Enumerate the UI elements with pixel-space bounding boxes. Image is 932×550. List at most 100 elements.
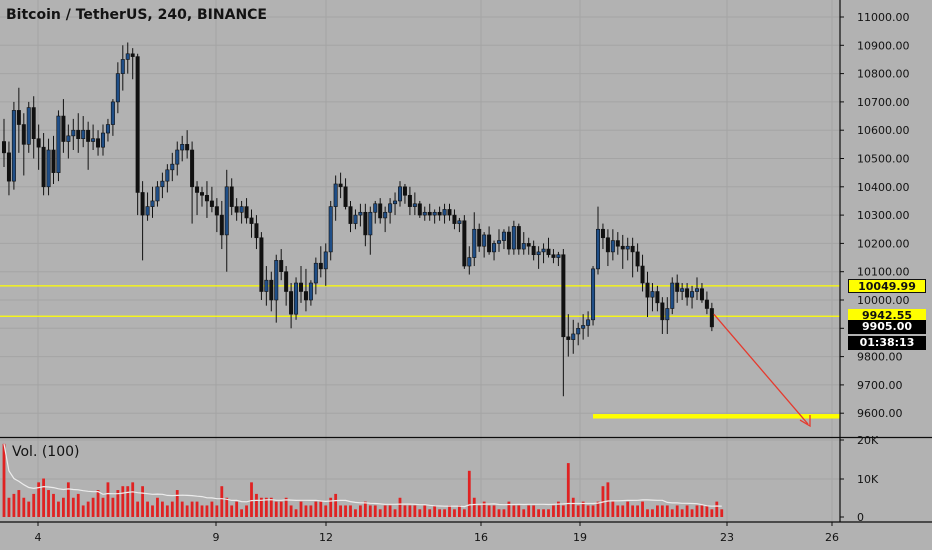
candle-body bbox=[31, 107, 36, 139]
candle bbox=[125, 42, 130, 74]
candle-body bbox=[482, 234, 487, 247]
candle bbox=[477, 223, 482, 252]
candle bbox=[422, 206, 427, 221]
volume-bar bbox=[175, 490, 179, 517]
candle bbox=[234, 198, 239, 221]
candle bbox=[402, 183, 407, 204]
volume-bar bbox=[616, 505, 620, 517]
candle-body bbox=[204, 194, 209, 202]
candle-body bbox=[447, 209, 452, 216]
candle-body bbox=[437, 211, 442, 216]
candle-body bbox=[581, 325, 586, 329]
volume-bar bbox=[47, 490, 50, 517]
candle-body bbox=[576, 327, 581, 335]
volume-bar bbox=[269, 497, 273, 517]
candle bbox=[610, 229, 615, 261]
candle-body bbox=[680, 288, 685, 292]
candle bbox=[397, 181, 402, 207]
volume-bar bbox=[91, 497, 95, 517]
candle bbox=[427, 203, 432, 221]
candle bbox=[487, 226, 492, 255]
volume-bar bbox=[512, 505, 516, 517]
candle bbox=[224, 169, 229, 272]
candle-body bbox=[21, 124, 26, 145]
volume-bar bbox=[438, 509, 441, 517]
candle bbox=[86, 121, 91, 170]
candle bbox=[511, 220, 516, 255]
candle bbox=[615, 232, 620, 255]
candle-body bbox=[333, 183, 338, 207]
candle-body bbox=[26, 107, 31, 145]
candle bbox=[31, 96, 36, 159]
candle bbox=[536, 246, 541, 269]
candle-body bbox=[353, 214, 358, 224]
resistance-price-label: 10049.99 bbox=[848, 278, 926, 293]
volume-bar bbox=[680, 509, 684, 517]
candle-body bbox=[442, 209, 447, 216]
candle-body bbox=[427, 211, 432, 216]
candle-body bbox=[472, 228, 477, 258]
candle-body bbox=[76, 129, 81, 139]
candle-body bbox=[11, 110, 16, 182]
candle-body bbox=[135, 56, 140, 193]
volume-bar bbox=[126, 486, 130, 517]
candle bbox=[670, 277, 675, 315]
volume-bar bbox=[141, 486, 144, 517]
candle-body bbox=[209, 200, 214, 207]
candle-body bbox=[140, 192, 145, 216]
volume-bar bbox=[363, 501, 367, 517]
candle-body bbox=[259, 237, 264, 292]
volume-bar bbox=[71, 497, 75, 517]
candle-body bbox=[348, 206, 353, 224]
candle bbox=[160, 172, 165, 199]
candle bbox=[407, 186, 412, 216]
candle bbox=[417, 200, 422, 218]
candle bbox=[551, 249, 556, 264]
volume-bar bbox=[22, 497, 26, 517]
candle-body bbox=[487, 234, 492, 253]
candle bbox=[180, 135, 185, 162]
volume-bar bbox=[52, 493, 55, 517]
candle-body bbox=[551, 254, 556, 258]
volume-bar bbox=[586, 505, 590, 517]
volume-bar bbox=[101, 497, 105, 517]
volume-bar bbox=[428, 509, 432, 517]
volume-bar bbox=[665, 505, 669, 517]
candle bbox=[650, 283, 655, 312]
volume-bar bbox=[636, 505, 639, 517]
candle bbox=[516, 223, 521, 255]
candle bbox=[170, 152, 175, 182]
candle bbox=[353, 209, 358, 230]
candle-body bbox=[338, 183, 343, 188]
candle bbox=[546, 237, 551, 258]
candle-body bbox=[86, 129, 91, 142]
candle-body bbox=[586, 319, 591, 326]
volume-bar bbox=[378, 509, 382, 517]
volume-bar bbox=[626, 501, 630, 517]
candle bbox=[11, 101, 16, 190]
volume-bar bbox=[482, 501, 486, 517]
volume-bar bbox=[596, 501, 600, 517]
candle bbox=[704, 291, 709, 315]
volume-bar bbox=[492, 505, 496, 517]
candle-body bbox=[214, 206, 219, 216]
candle-body bbox=[274, 260, 279, 301]
volume-bar bbox=[675, 505, 679, 517]
price-tick-label: 11000.00 bbox=[857, 11, 910, 24]
volume-bar bbox=[383, 505, 387, 517]
candle bbox=[200, 186, 205, 207]
volume-bar bbox=[359, 505, 362, 517]
candle bbox=[36, 124, 41, 170]
candle-body bbox=[368, 211, 373, 236]
candle bbox=[135, 53, 140, 216]
candle-body bbox=[378, 203, 383, 219]
candle-body bbox=[6, 152, 11, 182]
candle-body bbox=[600, 228, 605, 239]
candle bbox=[660, 297, 665, 334]
candle-body bbox=[110, 101, 115, 125]
time-tick-label: 19 bbox=[573, 531, 587, 544]
volume-bar bbox=[319, 501, 323, 517]
candle bbox=[81, 116, 86, 148]
candle bbox=[373, 200, 378, 224]
